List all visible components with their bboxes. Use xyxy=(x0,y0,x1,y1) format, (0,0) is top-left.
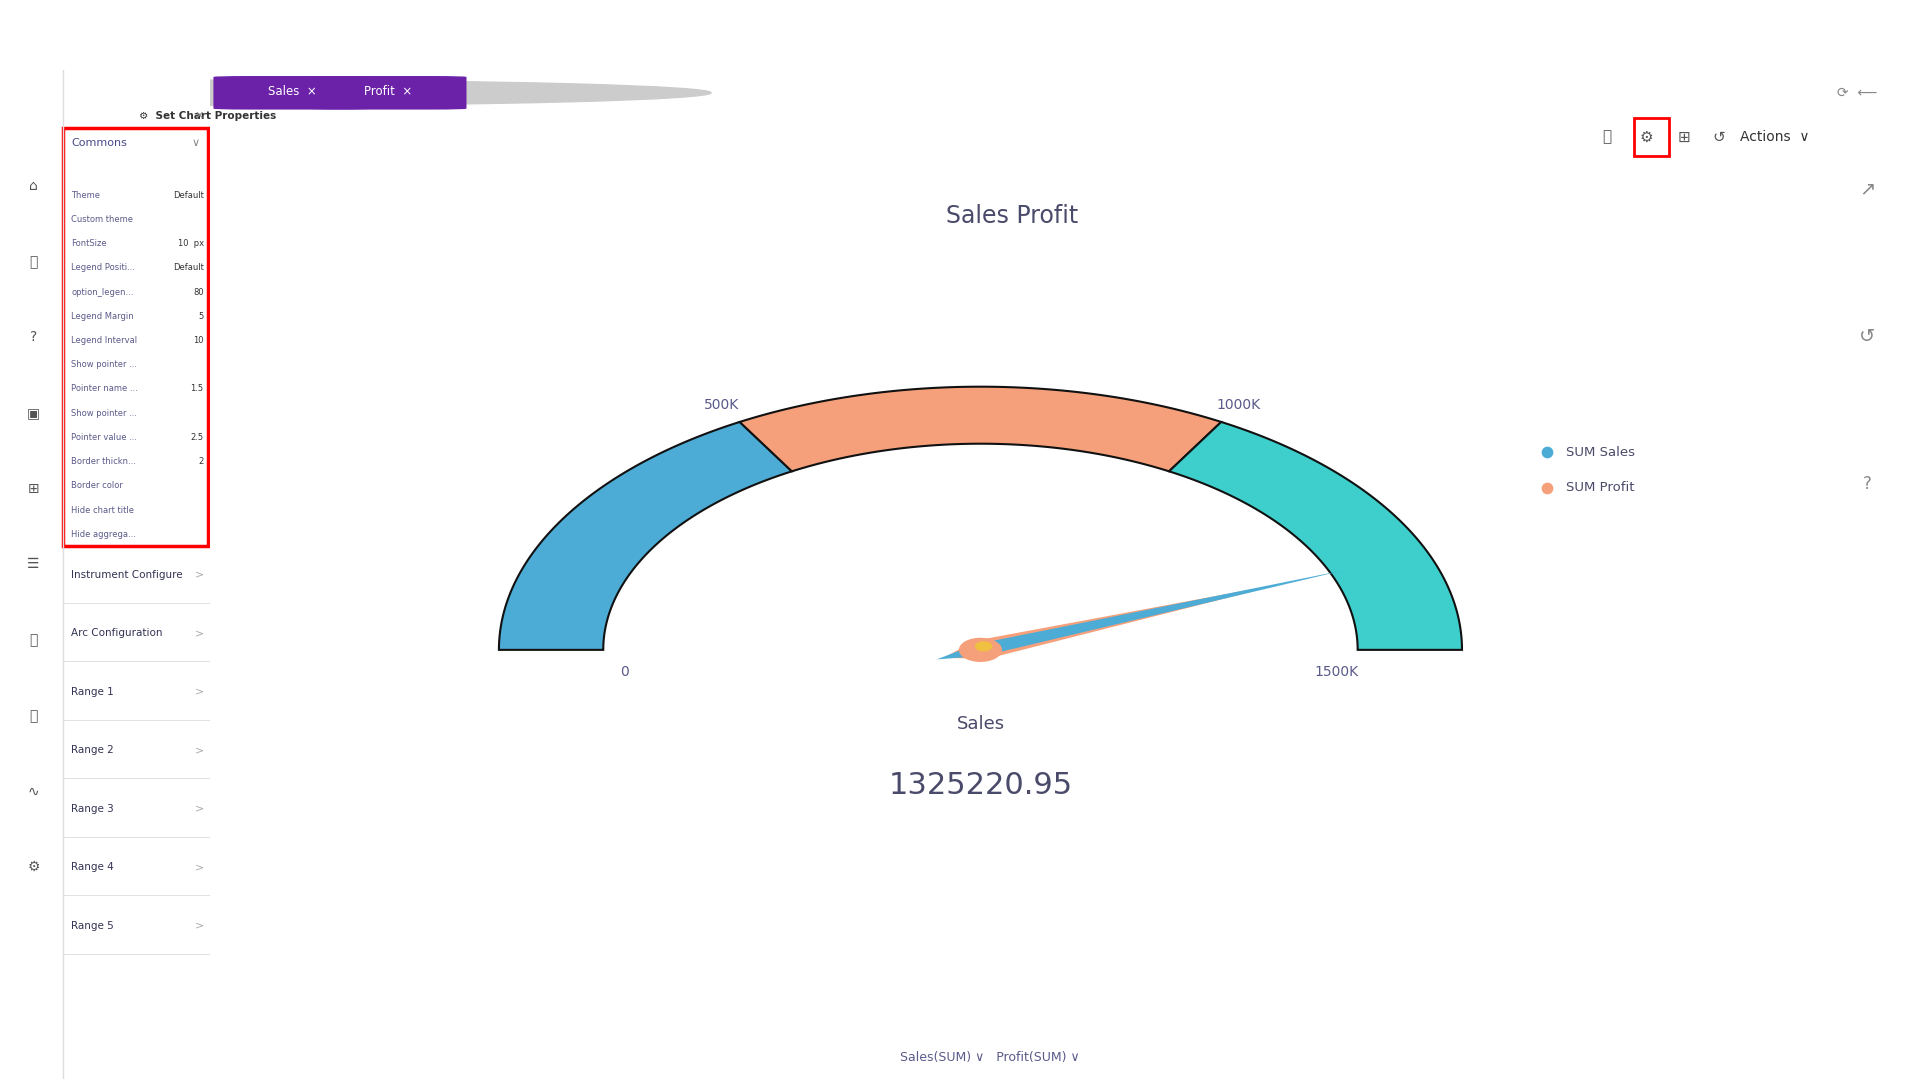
Text: Help: Help xyxy=(1763,28,1793,42)
Text: Default: Default xyxy=(173,191,204,200)
Text: ▣: ▣ xyxy=(27,406,40,420)
Text: Custom theme: Custom theme xyxy=(71,215,132,224)
Text: ⌂: ⌂ xyxy=(29,179,38,193)
Text: >: > xyxy=(194,920,204,931)
Circle shape xyxy=(0,80,710,106)
Text: Range 4: Range 4 xyxy=(71,862,113,872)
Text: Sales  ×: Sales × xyxy=(267,85,317,98)
Text: SUM Sales: SUM Sales xyxy=(1567,446,1636,459)
Text: FOCUS: FOCUS xyxy=(61,25,140,45)
Text: DataFocus: DataFocus xyxy=(1843,28,1916,42)
Text: 2: 2 xyxy=(198,457,204,466)
FancyBboxPatch shape xyxy=(213,76,371,110)
Text: FontSize: FontSize xyxy=(71,240,108,248)
Text: 1500K: 1500K xyxy=(1315,665,1359,679)
Text: 🔍: 🔍 xyxy=(29,255,38,269)
Text: ✕: ✕ xyxy=(194,110,204,121)
Text: Show pointer ...: Show pointer ... xyxy=(71,360,138,369)
Text: ⚙  Set Chart Properties: ⚙ Set Chart Properties xyxy=(138,110,276,121)
Text: Pointer value ...: Pointer value ... xyxy=(71,433,138,442)
Text: Profit  ×: Profit × xyxy=(363,85,413,98)
Text: >: > xyxy=(194,746,204,755)
Text: ↗: ↗ xyxy=(1859,179,1876,199)
Point xyxy=(1532,479,1563,496)
Text: 10  px: 10 px xyxy=(177,240,204,248)
Text: Border color: Border color xyxy=(71,481,123,490)
Text: 👤: 👤 xyxy=(29,709,38,723)
Text: ⊞: ⊞ xyxy=(1678,129,1690,145)
Text: Pointer name ...: Pointer name ... xyxy=(71,384,138,394)
Text: 1.5: 1.5 xyxy=(190,384,204,394)
Text: 1325220.95: 1325220.95 xyxy=(889,771,1073,801)
Text: Show pointer ...: Show pointer ... xyxy=(71,409,138,418)
Text: ?: ? xyxy=(31,330,36,344)
Text: Instrument Configure: Instrument Configure xyxy=(71,570,182,579)
Text: ∿: ∿ xyxy=(27,784,40,798)
Text: 0: 0 xyxy=(620,665,628,679)
Circle shape xyxy=(975,642,993,651)
Text: ◀▶: ◀▶ xyxy=(25,26,52,44)
Polygon shape xyxy=(499,422,791,650)
Text: >: > xyxy=(194,804,204,814)
Text: Range 5: Range 5 xyxy=(71,920,113,931)
Text: Hide aggrega...: Hide aggrega... xyxy=(71,530,136,538)
Text: 5: 5 xyxy=(198,312,204,320)
Text: Range 1: Range 1 xyxy=(71,686,113,697)
Text: ⟳  ⟵: ⟳ ⟵ xyxy=(1837,86,1878,99)
Point xyxy=(1532,443,1563,461)
Circle shape xyxy=(960,639,1002,661)
Text: >: > xyxy=(194,862,204,872)
Text: Legend Interval: Legend Interval xyxy=(71,336,138,345)
Text: ⬜: ⬜ xyxy=(1601,129,1611,145)
Text: SUM Profit: SUM Profit xyxy=(1567,481,1634,494)
Polygon shape xyxy=(739,386,1221,472)
Text: Sales(SUM) ∨   Profit(SUM) ∨: Sales(SUM) ∨ Profit(SUM) ∨ xyxy=(900,1051,1079,1064)
Text: Actions  ∨: Actions ∨ xyxy=(1740,131,1811,144)
Text: >: > xyxy=(194,686,204,697)
Text: 10: 10 xyxy=(194,336,204,345)
Text: Legend Positi...: Legend Positi... xyxy=(71,263,136,272)
Text: Border thickn...: Border thickn... xyxy=(71,457,136,466)
Text: option_legen...: option_legen... xyxy=(71,288,134,297)
Text: 2.5: 2.5 xyxy=(190,433,204,442)
Text: >: > xyxy=(194,570,204,579)
Text: Theme: Theme xyxy=(71,191,100,200)
Text: Hide chart title: Hide chart title xyxy=(71,505,134,515)
Text: ☰: ☰ xyxy=(27,558,40,572)
FancyBboxPatch shape xyxy=(63,127,207,546)
Text: ↺: ↺ xyxy=(1713,129,1726,145)
Polygon shape xyxy=(937,570,1346,659)
Text: Sales: Sales xyxy=(956,715,1004,734)
Text: Range 2: Range 2 xyxy=(71,746,113,755)
Text: 500K: 500K xyxy=(705,398,739,412)
FancyBboxPatch shape xyxy=(309,76,467,110)
Text: ?: ? xyxy=(1862,475,1872,493)
Polygon shape xyxy=(1169,422,1461,650)
Text: ∨: ∨ xyxy=(192,138,200,148)
Text: 80: 80 xyxy=(194,288,204,297)
Text: 1000K: 1000K xyxy=(1217,398,1261,412)
Text: Legend Margin: Legend Margin xyxy=(71,312,134,320)
Text: ⚙: ⚙ xyxy=(1640,129,1653,145)
Text: ⚙: ⚙ xyxy=(27,860,40,874)
Text: >: > xyxy=(194,628,204,638)
Text: 📋: 📋 xyxy=(29,633,38,647)
Text: ↺: ↺ xyxy=(1859,327,1876,346)
Text: Arc Configuration: Arc Configuration xyxy=(71,628,163,638)
Polygon shape xyxy=(945,583,1286,659)
Text: ⊞: ⊞ xyxy=(27,482,40,496)
Text: Sales Profit: Sales Profit xyxy=(947,204,1079,228)
Text: Default: Default xyxy=(173,263,204,272)
Text: Commons: Commons xyxy=(71,138,127,148)
Text: +: + xyxy=(111,26,127,44)
Text: Range 3: Range 3 xyxy=(71,804,113,814)
